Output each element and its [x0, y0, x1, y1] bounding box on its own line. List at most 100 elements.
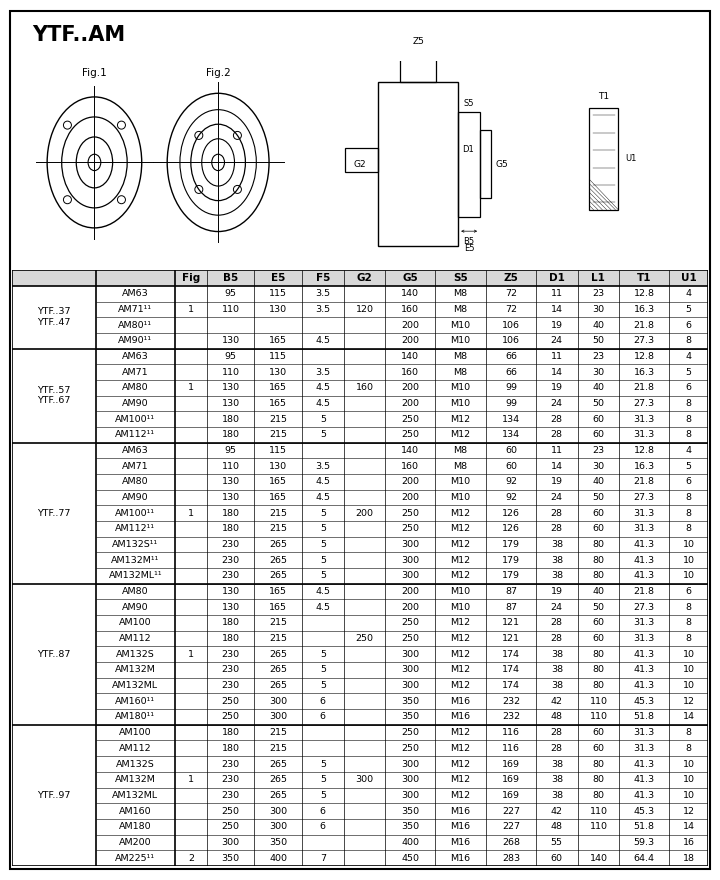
Text: 300: 300 — [401, 775, 419, 784]
Text: 110: 110 — [222, 368, 240, 377]
Text: M8: M8 — [454, 304, 468, 314]
Text: 300: 300 — [401, 791, 419, 800]
Text: 60: 60 — [551, 854, 563, 862]
Text: M10: M10 — [451, 336, 471, 345]
Text: 130: 130 — [269, 462, 287, 471]
Text: 126: 126 — [502, 509, 520, 517]
Text: D1: D1 — [462, 145, 474, 154]
Text: 300: 300 — [401, 540, 419, 549]
Text: 200: 200 — [401, 603, 419, 612]
Text: 215: 215 — [269, 634, 287, 643]
Text: 31.3: 31.3 — [634, 634, 654, 643]
Text: 24: 24 — [551, 493, 563, 502]
Text: 6: 6 — [685, 320, 692, 329]
Text: 200: 200 — [401, 399, 419, 408]
Text: 80: 80 — [593, 665, 604, 674]
Text: E5: E5 — [271, 273, 285, 283]
Text: AM90: AM90 — [122, 603, 149, 612]
Text: AM160: AM160 — [119, 807, 152, 816]
Text: Fig.1: Fig.1 — [82, 68, 107, 77]
Text: 8: 8 — [685, 336, 692, 345]
Text: 130: 130 — [222, 336, 240, 345]
Text: 130: 130 — [269, 368, 287, 377]
Text: AM132ML: AM132ML — [112, 681, 158, 690]
Text: 27.3: 27.3 — [634, 399, 654, 408]
Text: 8: 8 — [685, 414, 692, 423]
Text: 160: 160 — [401, 368, 419, 377]
Text: 250: 250 — [401, 414, 419, 423]
Text: 10: 10 — [683, 759, 695, 768]
Text: 4.5: 4.5 — [315, 399, 330, 408]
Text: 30: 30 — [593, 462, 605, 471]
Text: 300: 300 — [401, 759, 419, 768]
Text: Z5: Z5 — [504, 273, 518, 283]
Text: 59.3: 59.3 — [634, 838, 654, 847]
Text: 5: 5 — [320, 524, 326, 533]
Text: 12.8: 12.8 — [634, 446, 654, 455]
Text: 60: 60 — [593, 634, 604, 643]
Text: 140: 140 — [401, 352, 419, 361]
Text: M8: M8 — [454, 368, 468, 377]
Text: 60: 60 — [593, 524, 604, 533]
Text: 300: 300 — [222, 838, 240, 847]
Text: 8: 8 — [685, 430, 692, 439]
Text: 169: 169 — [502, 775, 520, 784]
Text: AM180¹¹: AM180¹¹ — [115, 713, 156, 722]
Text: 40: 40 — [593, 384, 604, 392]
Text: 350: 350 — [401, 697, 419, 706]
Text: M12: M12 — [451, 775, 471, 784]
Text: 28: 28 — [551, 744, 563, 752]
Text: M12: M12 — [451, 791, 471, 800]
Text: M8: M8 — [454, 352, 468, 361]
Text: 400: 400 — [269, 854, 287, 862]
Text: 140: 140 — [590, 854, 608, 862]
Text: 19: 19 — [551, 320, 563, 329]
Text: 80: 80 — [593, 649, 604, 659]
Text: 38: 38 — [551, 759, 563, 768]
Text: 1: 1 — [188, 304, 194, 314]
Text: M12: M12 — [451, 619, 471, 627]
Text: 230: 230 — [222, 759, 240, 768]
Text: 38: 38 — [551, 791, 563, 800]
Text: 179: 179 — [502, 571, 520, 581]
Text: AM90¹¹: AM90¹¹ — [118, 336, 153, 345]
Text: 227: 227 — [502, 822, 520, 832]
Text: 265: 265 — [269, 555, 287, 565]
Text: 5: 5 — [320, 430, 326, 439]
Text: 5: 5 — [320, 555, 326, 565]
Text: 8: 8 — [685, 399, 692, 408]
Text: AM63: AM63 — [122, 290, 149, 298]
Text: 283: 283 — [502, 854, 521, 862]
Text: 215: 215 — [269, 524, 287, 533]
Text: 3.5: 3.5 — [315, 368, 330, 377]
Text: YTF..97: YTF..97 — [37, 791, 71, 800]
Text: 16.3: 16.3 — [634, 368, 654, 377]
Text: 48: 48 — [551, 822, 563, 832]
Text: 31.3: 31.3 — [634, 524, 654, 533]
Text: 106: 106 — [502, 336, 520, 345]
Text: Fig.2: Fig.2 — [206, 68, 230, 77]
Text: 230: 230 — [222, 681, 240, 690]
Text: 24: 24 — [551, 603, 563, 612]
Text: 200: 200 — [401, 336, 419, 345]
Text: 160: 160 — [401, 462, 419, 471]
Text: 12: 12 — [683, 697, 695, 706]
Text: 250: 250 — [401, 728, 419, 737]
Text: 28: 28 — [551, 619, 563, 627]
Text: 27.3: 27.3 — [634, 493, 654, 502]
Text: 16: 16 — [683, 838, 695, 847]
Text: 300: 300 — [269, 697, 287, 706]
Text: 10: 10 — [683, 555, 695, 565]
Text: 300: 300 — [401, 555, 419, 565]
Text: 21.8: 21.8 — [634, 320, 654, 329]
Text: 41.3: 41.3 — [634, 681, 654, 690]
Text: 8: 8 — [685, 524, 692, 533]
Text: 5: 5 — [320, 775, 326, 784]
Text: 130: 130 — [222, 399, 240, 408]
Text: 51.8: 51.8 — [634, 713, 654, 722]
Text: 300: 300 — [401, 571, 419, 581]
Text: 215: 215 — [269, 619, 287, 627]
Text: 31.3: 31.3 — [634, 619, 654, 627]
Text: YTF..37
YTF..47: YTF..37 YTF..47 — [37, 307, 71, 326]
Text: 230: 230 — [222, 555, 240, 565]
